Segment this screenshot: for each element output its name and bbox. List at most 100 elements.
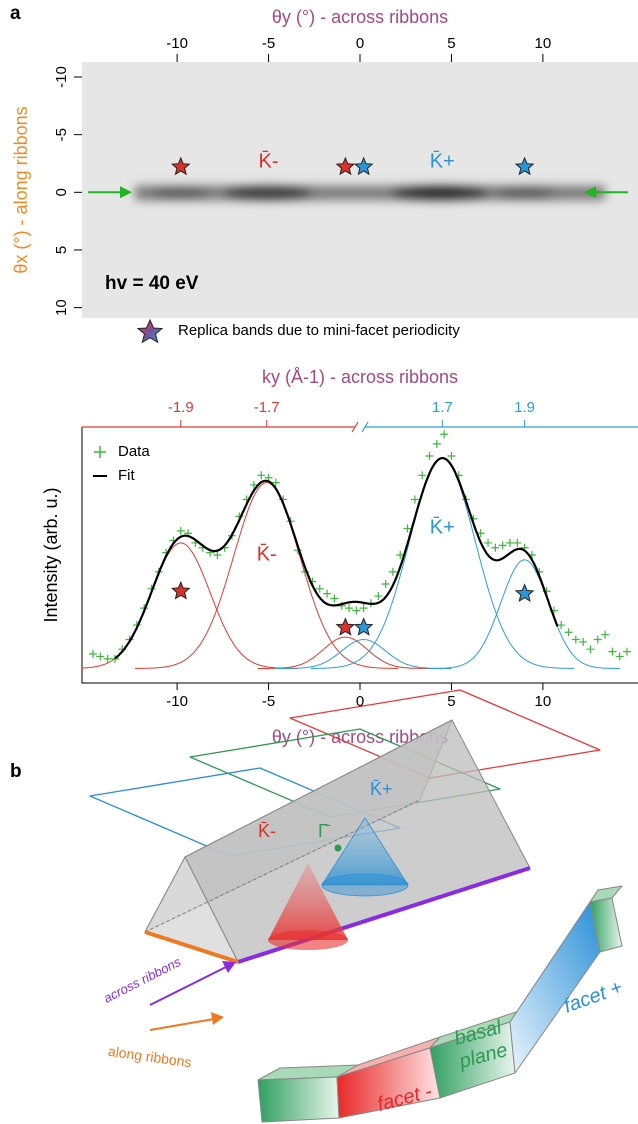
data-marker <box>484 538 493 547</box>
cone-red <box>268 863 348 940</box>
data-marker <box>96 652 105 661</box>
x-tick-label: 10 <box>535 693 552 710</box>
gamma-label: Γ̄ <box>318 821 331 841</box>
x-tick-label: 5 <box>447 693 455 710</box>
data-marker <box>432 439 441 448</box>
axis-break <box>361 421 369 433</box>
peak-curve <box>429 559 620 669</box>
plot-area <box>82 430 632 669</box>
data-marker <box>330 594 339 603</box>
legend-star <box>136 318 164 344</box>
data-marker <box>557 621 566 630</box>
data-marker <box>418 471 427 480</box>
data-marker <box>579 637 588 646</box>
band-spot <box>495 187 555 199</box>
data-marker <box>491 543 500 552</box>
data-marker <box>345 604 354 613</box>
data-marker <box>271 478 280 487</box>
data-marker <box>315 584 324 593</box>
along-edge <box>144 930 239 964</box>
y-tick-label: 0 <box>53 188 70 196</box>
data-marker <box>403 524 412 533</box>
legend-marker <box>94 446 106 458</box>
star-marker <box>353 156 374 176</box>
annotation: hv = 40 eV <box>105 273 199 294</box>
x-tick-label: -10 <box>166 693 188 710</box>
k-minus-label: K̄- <box>258 821 276 841</box>
data-marker <box>176 526 185 535</box>
data-marker <box>381 579 390 588</box>
x-tick-label: -10 <box>166 35 188 52</box>
data-marker <box>571 635 580 644</box>
data-marker <box>615 652 624 661</box>
data-marker <box>323 589 332 598</box>
y-tick-label: 5 <box>53 246 70 254</box>
band-spot <box>390 186 490 200</box>
data-marker <box>110 654 119 663</box>
peak-curve <box>82 542 298 669</box>
data-marker <box>88 650 97 659</box>
x2-axis-title: ky (Å-1) - across ribbons <box>262 367 458 387</box>
data-marker <box>513 538 522 547</box>
x-tick-label: -5 <box>262 693 275 710</box>
cone-base <box>268 930 348 950</box>
data-marker <box>374 592 383 601</box>
block-green <box>589 897 623 953</box>
star-marker <box>335 156 356 176</box>
along-label: along ribbons <box>107 1043 192 1071</box>
arrow-along <box>149 1018 215 1031</box>
data-marker <box>410 495 419 504</box>
data-marker <box>103 654 112 663</box>
peak-label: K̄+ <box>430 150 455 173</box>
star-marker <box>335 617 356 636</box>
arrowhead <box>120 186 132 199</box>
x-tick-label: 5 <box>447 35 455 52</box>
peak-curve <box>135 481 399 669</box>
panel-label: a <box>10 3 21 24</box>
data-marker <box>359 604 368 613</box>
star-marker <box>170 156 191 176</box>
data-marker <box>564 628 573 637</box>
panel-label: b <box>10 761 22 782</box>
hidden-edge <box>144 799 421 933</box>
gamma-point <box>334 844 342 852</box>
data-marker <box>440 430 449 439</box>
y-axis-title: θx (°) - along ribbons <box>11 106 31 273</box>
y-tick-label: -10 <box>53 66 70 88</box>
legend-label: Data <box>118 443 150 460</box>
data-marker <box>505 538 514 547</box>
data-marker <box>593 635 602 644</box>
x-tick-label: 0 <box>356 693 364 710</box>
data-marker <box>447 451 456 460</box>
band-spot <box>150 187 210 199</box>
star-marker <box>514 156 535 176</box>
data-marker <box>601 630 610 639</box>
bz-plane-green <box>189 728 501 818</box>
fit-curve <box>114 457 559 660</box>
data-marker <box>388 567 397 576</box>
data-marker <box>623 647 632 656</box>
star-marker <box>514 583 535 602</box>
y-tick-label: -5 <box>53 128 70 141</box>
block-green <box>257 1076 340 1123</box>
data-marker <box>352 606 361 615</box>
cone-blue <box>321 817 409 886</box>
x-axis-title: θy (°) - across ribbons <box>272 727 448 747</box>
diagram: Γ̄ K̄+ K̄- across ribbons along ribbons … <box>89 689 625 1123</box>
x2-tick-label: -1.7 <box>254 399 280 416</box>
intensity-band <box>135 186 605 200</box>
x-tick-label: 0 <box>356 35 364 52</box>
across-label: across ribbons <box>101 954 184 1006</box>
x-tick-label: -5 <box>262 35 275 52</box>
data-marker <box>396 551 405 559</box>
data-marker <box>425 451 434 460</box>
peak-label: K̄- <box>259 150 279 173</box>
peak-label: K̄+ <box>430 516 455 539</box>
peak-curve <box>257 636 434 669</box>
y-axis-title: Intensity (arb. u.) <box>41 487 61 622</box>
arrowhead <box>222 961 236 973</box>
y-tick-label: 10 <box>53 299 70 316</box>
data-marker <box>586 645 595 654</box>
axis-frame <box>81 427 638 684</box>
